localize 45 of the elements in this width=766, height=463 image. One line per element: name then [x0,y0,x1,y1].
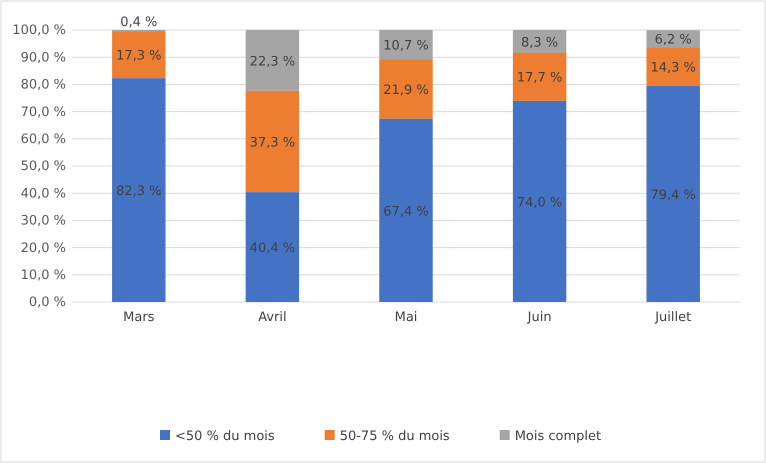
data-label: 74,0 % [516,195,562,210]
data-label: 0,4 % [120,15,158,30]
y-tick-label: 40,0 % [20,186,66,202]
data-label: 14,3 % [650,60,696,76]
data-label: 17,7 % [516,70,562,86]
data-label: 79,4 % [650,188,696,204]
x-tick-label: Avril [258,310,287,326]
bar [246,192,300,302]
y-tick-label: 10,0 % [20,268,66,283]
data-label: 40,4 % [250,241,296,256]
y-tick-label: 90,0 % [20,50,66,66]
y-tick-label: 30,0 % [20,214,66,229]
y-tick-label: 100,0 % [12,23,66,38]
bar [512,52,566,101]
legend-label: 50-75 % du mois [340,429,450,444]
bar [379,59,433,119]
y-tick-label: 0,0 % [28,295,66,310]
data-label: 37,3 % [250,135,296,150]
bar [646,47,700,86]
data-label: 82,3 % [116,184,162,200]
bar [246,30,300,91]
data-label: 10,7 % [383,38,429,54]
data-label: 8,3 % [521,35,558,50]
bar [646,86,700,302]
bar [112,31,166,78]
data-label: 21,9 % [383,82,429,98]
bar [112,78,166,302]
data-label: 22,3 % [250,54,296,70]
bar [379,118,433,302]
legend-label: <50 % du mois [175,429,275,444]
y-tick-label: 50,0 % [20,159,66,174]
bar [512,100,566,302]
x-tick-label: Juillet [654,310,692,326]
y-tick-label: 70,0 % [20,104,66,120]
data-label: 17,3 % [116,48,162,64]
data-label: 6,2 % [654,32,692,48]
legend-label: Mois complet [514,429,602,444]
y-tick-label: 80,0 % [20,78,66,93]
y-tick-label: 20,0 % [20,240,66,256]
data-label: 67,4 % [383,204,429,220]
bar [246,90,300,192]
y-tick-label: 60,0 % [20,132,66,147]
x-tick-label: Juin [526,310,552,326]
x-tick-label: Mai [394,310,418,326]
x-tick-label: Mars [123,310,155,326]
